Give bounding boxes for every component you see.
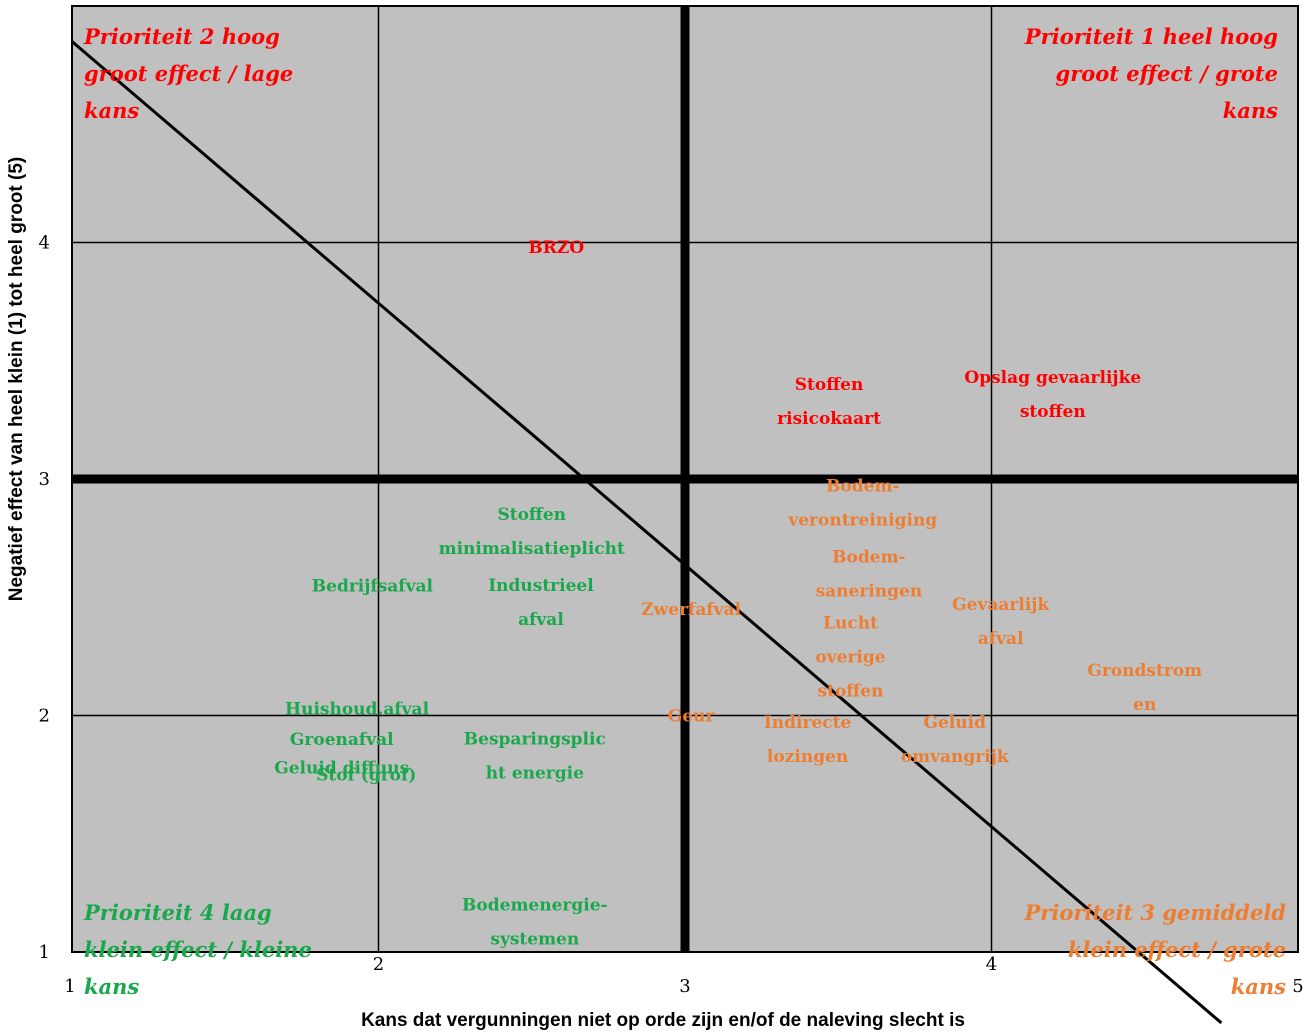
data-label-line: risicokaart bbox=[777, 409, 881, 429]
data-label-line: Stoffen bbox=[497, 505, 566, 525]
data-label-line: lozingen bbox=[767, 747, 848, 767]
x-tick-label: 3 bbox=[679, 976, 690, 997]
y-axis-title: Negatief effect van heel klein (1) tot h… bbox=[6, 157, 27, 601]
data-label-line: afval bbox=[518, 610, 564, 630]
data-label-line: Grondstrom bbox=[1087, 661, 1202, 681]
quadrant-label: Prioriteit 2 hoog groot effect / lage kans bbox=[83, 24, 293, 123]
data-label-line: Zwerfafval bbox=[641, 600, 741, 620]
quadrant-label: Prioriteit 1 heel hoog groot effect / gro… bbox=[1024, 24, 1278, 123]
data-label: Stoffen minimalisatieplicht bbox=[439, 505, 625, 559]
quadrant-label-line: Prioriteit 2 hoog bbox=[83, 24, 280, 49]
data-label-line: Bodem- bbox=[826, 477, 899, 497]
quadrant-label-line: klein effect / kleine bbox=[84, 937, 312, 962]
data-label-line: Indirecte bbox=[764, 713, 852, 733]
data-label-line: Groenafval bbox=[290, 730, 394, 750]
data-label: Stof (grof) bbox=[316, 766, 416, 786]
data-label-line: Lucht bbox=[823, 613, 878, 633]
axes: 1 2 3 4 5 1 2 3 4 Kans dat vergunningen niet op o… bbox=[6, 157, 1304, 1031]
data-label-line: Bedrijfsafval bbox=[312, 576, 434, 596]
data-label: Huishoud.afval bbox=[285, 699, 430, 719]
data-label: Lucht overige stoffen bbox=[815, 613, 885, 701]
diagonal-line bbox=[71, 40, 1223, 1025]
quadrant-label-line: Prioriteit 1 heel hoog bbox=[1024, 24, 1278, 49]
data-label-line: Stof (grof) bbox=[316, 766, 416, 786]
data-label-line: Geluid bbox=[923, 713, 986, 733]
y-tick-label: 2 bbox=[39, 706, 50, 727]
data-label: Bodemenergie-systemen bbox=[462, 895, 608, 949]
data-label-line: verontreiniging bbox=[787, 511, 937, 531]
x-tick-label: 2 bbox=[373, 954, 384, 975]
quadrant-label-line: kans bbox=[84, 974, 139, 999]
data-label-line: stoffen bbox=[818, 681, 884, 701]
quadrant-label-line: Prioriteit 4 laag bbox=[83, 900, 272, 925]
y-tick-label: 1 bbox=[39, 942, 50, 963]
data-label-line: BRZO bbox=[528, 238, 584, 258]
data-label-line: omvangrijk bbox=[901, 747, 1010, 767]
data-label: Industrieel afval bbox=[488, 576, 594, 630]
data-label: Geluid omvangrijk bbox=[901, 713, 1010, 767]
data-labels: BRZO Stoffen risicokaart Opslag gevaarlijke… bbox=[83, 24, 1286, 999]
data-label-line: saneringen bbox=[816, 582, 923, 602]
quadrant-label-line: kans bbox=[1223, 98, 1278, 123]
data-label-line: Opslag gevaarlijke bbox=[964, 368, 1141, 388]
data-label: Bedrijfsafval bbox=[312, 576, 434, 596]
data-label-line: stoffen bbox=[1020, 402, 1086, 422]
data-label: Opslag gevaarlijke stoffen bbox=[964, 368, 1141, 422]
data-label: Bodem-saneringen bbox=[816, 548, 923, 602]
y-tick-label: 3 bbox=[39, 469, 50, 490]
data-label: Bodem-verontreiniging bbox=[787, 477, 937, 531]
data-label: Geur bbox=[668, 707, 716, 727]
data-label-line: Besparingsplic bbox=[464, 730, 606, 750]
data-label-line: Bodemenergie- bbox=[462, 895, 608, 915]
quadrant-label: Prioriteit 3 gemiddeld klein effect / gro… bbox=[1024, 900, 1287, 999]
data-label-line: afval bbox=[978, 629, 1024, 649]
data-label: Indirecte lozingen bbox=[764, 713, 852, 767]
data-label: Gevaarlijk afval bbox=[952, 595, 1050, 649]
data-label-line: Industrieel bbox=[488, 576, 594, 596]
data-label-line: overige bbox=[815, 647, 885, 667]
data-label-line: en bbox=[1133, 695, 1156, 715]
data-label: BRZO bbox=[528, 238, 584, 258]
quadrant-label-line: Prioriteit 3 gemiddeld bbox=[1024, 900, 1287, 925]
y-tick-label: 4 bbox=[39, 233, 50, 254]
data-label: Grondstrom en bbox=[1087, 661, 1202, 715]
data-label-line: Bodem- bbox=[832, 548, 905, 568]
data-label-line: Gevaarlijk bbox=[952, 595, 1050, 615]
quadrant-label-line: kans bbox=[1231, 974, 1286, 999]
quadrant-label-line: kans bbox=[84, 98, 139, 123]
x-axis-title: Kans dat vergunningen niet op orde zijn … bbox=[361, 1010, 965, 1031]
x-tick-label: 5 bbox=[1292, 976, 1303, 997]
data-label: Stoffen risicokaart bbox=[777, 375, 881, 429]
data-label-line: Stoffen bbox=[795, 375, 864, 395]
data-label-line: systemen bbox=[490, 929, 579, 949]
x-tick-label: 4 bbox=[986, 954, 997, 975]
data-label: Besparingsplic ht energie bbox=[464, 730, 606, 784]
data-label-line: Geluid diffuus bbox=[274, 759, 409, 779]
x-tick-label: 1 bbox=[64, 976, 75, 997]
data-label-line: Huishoud.afval bbox=[285, 699, 430, 719]
quadrant-label-line: groot effect / lage bbox=[84, 61, 293, 86]
data-label-line: minimalisatieplicht bbox=[439, 539, 625, 559]
data-label: Zwerfafval bbox=[641, 600, 741, 620]
data-label-line: ht energie bbox=[486, 764, 584, 784]
plot-area bbox=[71, 5, 1299, 1025]
data-label-line: Geur bbox=[668, 707, 716, 727]
quadrant-label: Prioriteit 4 laag klein effect / kleine ka… bbox=[83, 900, 312, 999]
quadrant-label-line: klein effect / grote bbox=[1068, 937, 1286, 962]
data-label: Groenafval bbox=[290, 730, 394, 750]
quadrant-label-line: groot effect / grote bbox=[1056, 61, 1278, 86]
data-label: Geluid diffuus bbox=[274, 759, 409, 779]
